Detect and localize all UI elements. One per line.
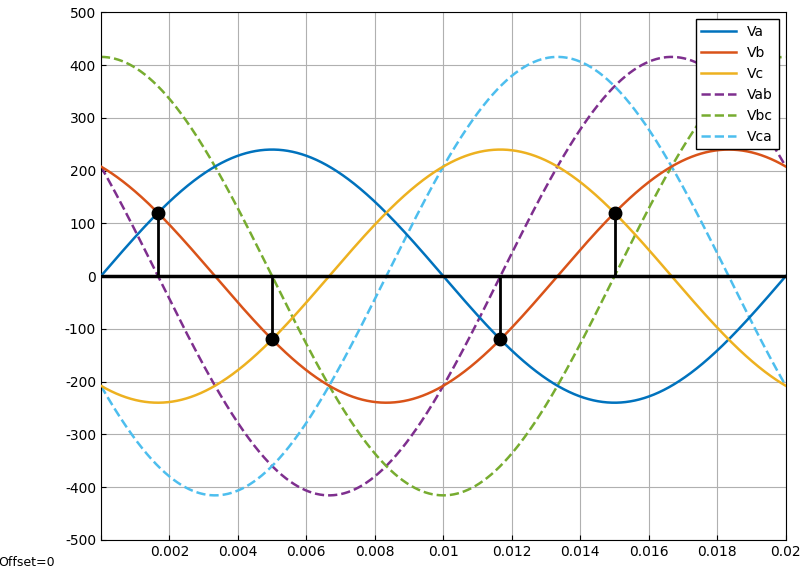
Vab	[781, 163, 790, 170]
Line: Vb: Vb	[101, 150, 785, 403]
Vc	[137, 398, 147, 405]
Vbc	[96, 53, 106, 60]
Vc	[745, 356, 755, 363]
Va	[96, 273, 106, 280]
Va	[267, 146, 277, 153]
Vb	[99, 165, 109, 172]
Vab	[324, 492, 334, 499]
Vc	[124, 395, 134, 402]
Vbc	[439, 492, 448, 499]
Vbc	[124, 61, 134, 68]
Vb	[96, 163, 106, 170]
Vc	[431, 168, 440, 175]
Line: Vbc: Vbc	[101, 57, 785, 495]
Va	[230, 154, 240, 160]
Va	[745, 314, 755, 321]
Line: Vca: Vca	[101, 57, 785, 495]
Vca	[137, 444, 147, 451]
Va	[124, 240, 134, 247]
Text: Offset=0: Offset=0	[0, 556, 55, 568]
Vb	[431, 386, 440, 393]
Vca	[230, 488, 240, 495]
Vca	[431, 176, 440, 183]
Line: Va: Va	[101, 150, 785, 403]
Vab	[137, 241, 147, 248]
Vb	[745, 148, 755, 155]
Vab	[230, 415, 240, 422]
Vb	[137, 194, 147, 201]
Vbc	[230, 200, 240, 207]
Vca	[99, 387, 109, 394]
Vab	[745, 107, 755, 114]
Va	[137, 226, 147, 233]
Vb	[724, 146, 734, 153]
Vca	[96, 382, 106, 389]
Vbc	[137, 69, 147, 76]
Vca	[781, 382, 790, 389]
Line: Vab: Vab	[101, 57, 785, 495]
Va	[99, 269, 109, 276]
Vb	[781, 163, 790, 170]
Vca	[745, 315, 755, 321]
Va	[610, 399, 620, 406]
Line: Vc: Vc	[101, 150, 785, 403]
Vca	[124, 427, 134, 434]
Vbc	[745, 65, 755, 72]
Vab	[99, 168, 109, 175]
Vc	[781, 382, 790, 389]
Va	[781, 273, 790, 280]
Vca	[210, 492, 220, 499]
Vb	[381, 399, 391, 406]
Vc	[99, 384, 109, 391]
Vb	[124, 183, 134, 190]
Vab	[431, 395, 440, 402]
Vc	[96, 382, 106, 389]
Vab	[124, 215, 134, 222]
Vc	[495, 146, 505, 153]
Vbc	[781, 53, 790, 60]
Vc	[230, 369, 240, 376]
Vbc	[431, 492, 440, 499]
Vb	[230, 296, 240, 303]
Vab	[667, 53, 676, 60]
Va	[431, 264, 440, 271]
Vbc	[99, 53, 109, 60]
Vc	[153, 399, 162, 406]
Legend: Va, Vb, Vc, Vab, Vbc, Vca: Va, Vb, Vc, Vab, Vbc, Vca	[696, 19, 779, 149]
Vab	[96, 163, 106, 170]
Vca	[553, 53, 562, 60]
